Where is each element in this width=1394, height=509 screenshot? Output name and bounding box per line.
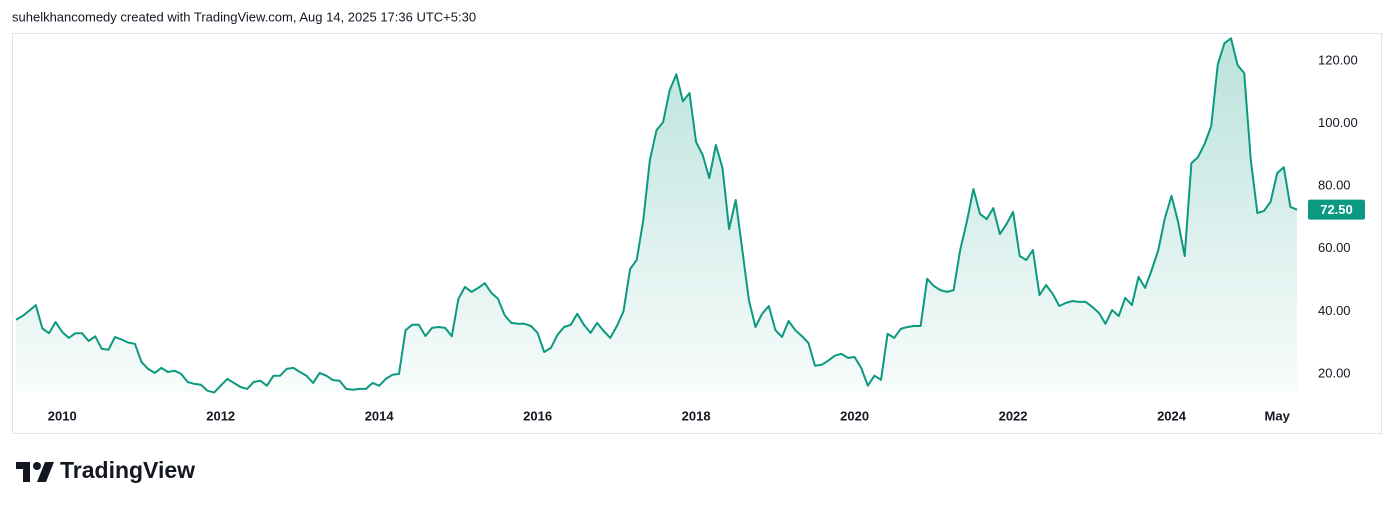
y-tick-label: 100.00: [1318, 115, 1358, 130]
area-fill: [16, 38, 1297, 393]
x-tick-label: 2016: [523, 408, 552, 423]
chart-frame: [12, 33, 1382, 434]
x-tick-label: 2020: [840, 408, 869, 423]
last-value-tag: [1308, 199, 1365, 220]
x-tick-label: 2022: [999, 408, 1028, 423]
x-tick-label: May: [1265, 408, 1291, 423]
last-value-label: 72.50: [1320, 202, 1353, 217]
header: suhelkhancomedy created with TradingView…: [12, 9, 476, 24]
y-tick-label: 60.00: [1318, 240, 1351, 255]
brand-name: TradingView: [60, 457, 195, 483]
x-tick-label: 2014: [365, 408, 395, 423]
price-line: [15, 37, 1298, 394]
x-tick-label: 2012: [206, 408, 235, 423]
y-tick-label: 80.00: [1318, 178, 1351, 193]
y-tick-label: 40.00: [1318, 303, 1351, 318]
x-tick-label: 2010: [48, 408, 77, 423]
x-tick-label: 2024: [1157, 408, 1187, 423]
y-tick-label: 20.00: [1318, 365, 1351, 380]
brand-logo: [16, 462, 54, 482]
y-tick-label: 120.00: [1318, 53, 1358, 68]
x-tick-label: 2018: [682, 408, 711, 423]
